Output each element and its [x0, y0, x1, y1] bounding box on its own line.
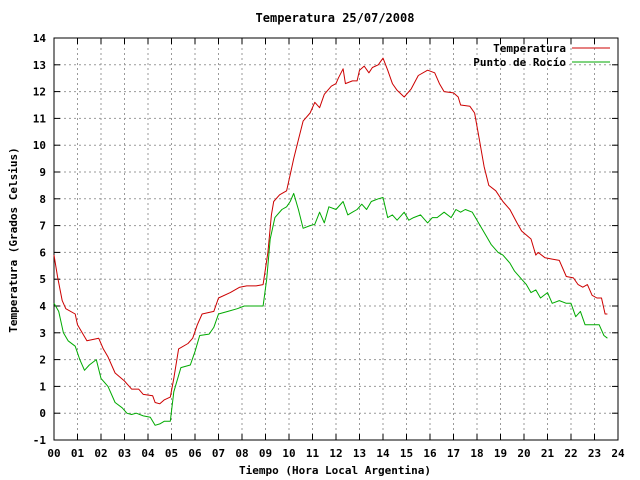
x-tick-label: 21 [541, 447, 555, 460]
y-tick-label: 11 [33, 112, 47, 125]
x-tick-label: 09 [259, 447, 272, 460]
x-tick-label: 05 [165, 447, 178, 460]
x-tick-label: 24 [611, 447, 625, 460]
x-tick-label: 13 [353, 447, 366, 460]
legend-label: Temperatura [493, 42, 566, 55]
y-tick-label: 4 [39, 300, 46, 313]
series-line-temperatura [53, 57, 608, 405]
x-tick-label: 06 [188, 447, 202, 460]
x-tick-label: 07 [212, 447, 225, 460]
x-tick-label: 22 [564, 447, 577, 460]
y-tick-label: 13 [33, 59, 46, 72]
x-tick-label: 11 [306, 447, 320, 460]
y-tick-label: 5 [39, 273, 46, 286]
x-tick-label: 10 [282, 447, 295, 460]
x-tick-label: 02 [94, 447, 107, 460]
x-tick-label: 17 [447, 447, 460, 460]
legend-label: Punto de Rocío [473, 56, 566, 69]
x-tick-label: 15 [400, 447, 413, 460]
y-tick-label: 1 [39, 380, 46, 393]
grid-lines [54, 38, 618, 440]
y-tick-label: 6 [39, 246, 46, 259]
y-tick-label: 8 [39, 193, 46, 206]
x-tick-label: 14 [376, 447, 390, 460]
y-tick-label: 2 [39, 354, 46, 367]
x-tick-label: 08 [235, 447, 248, 460]
axis-ticks: 00 01 02 03 04 05 06 07 08 09 10 11 12 13 14 15 16 17 18 19… [33, 32, 625, 460]
x-tick-label: 00 [47, 447, 60, 460]
x-tick-label: 20 [517, 447, 530, 460]
y-tick-label: 7 [39, 220, 46, 233]
x-tick-label: 16 [423, 447, 437, 460]
y-tick-label: 14 [33, 32, 47, 45]
series-line-punto-de-rocio [53, 192, 608, 426]
x-tick-label: 03 [118, 447, 131, 460]
x-tick-label: 18 [470, 447, 483, 460]
y-tick-label: 3 [39, 327, 46, 340]
y-tick-label: 0 [39, 407, 46, 420]
y-axis-label: Temperatura (Grados Celsius) [7, 147, 20, 332]
x-tick-label: 19 [494, 447, 507, 460]
y-tick-label: 9 [39, 166, 46, 179]
x-tick-label: 04 [141, 447, 155, 460]
y-tick-label: 10 [33, 139, 46, 152]
series-lines [53, 57, 608, 426]
x-tick-label: 01 [71, 447, 85, 460]
x-axis-label: Tiempo (Hora Local Argentina) [239, 464, 431, 477]
y-tick-label: 12 [33, 86, 46, 99]
x-tick-label: 12 [329, 447, 342, 460]
y-tick-label: -1 [33, 434, 47, 447]
x-tick-label: 23 [588, 447, 601, 460]
chart-title: Temperatura 25/07/2008 [256, 11, 415, 25]
